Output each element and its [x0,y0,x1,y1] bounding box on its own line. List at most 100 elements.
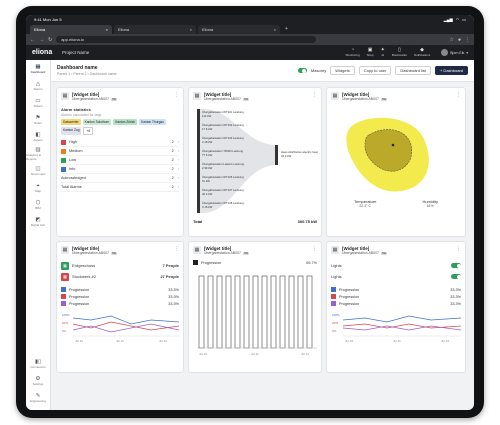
widget-menu-icon[interactable]: ⋮ [312,92,317,98]
masonry-toggle[interactable] [297,68,307,73]
widget-menu-icon[interactable]: ⋮ [456,246,461,252]
x-tick-label: Jul 12 [441,339,449,343]
tag-chip[interactable]: Kanton Zürich [113,119,138,125]
tag-chip[interactable]: Datacenter [61,119,81,125]
sidebar-item-assets[interactable]: ◧ Assets [26,128,50,145]
close-icon[interactable]: × [273,27,276,32]
progress-value: 33.3% [168,301,179,306]
step-bar [261,275,268,349]
settings-icon: ⚙ [35,375,41,382]
copy-to-user-button[interactable]: Copy to user [358,66,392,75]
topbar-notifications[interactable]: ◆ Notifications [414,48,430,58]
chevron-right-icon: › [177,158,179,162]
tab-label: Eliona [202,27,214,32]
alarm-row[interactable]: Info 2 › [61,165,179,174]
progress-value: 33.3% [450,301,461,306]
sidebar-item-smart-view[interactable]: ◫ Smart view [26,162,50,179]
progression-widget: ▦ [Widget title] Übergabestation AB007 SW… [188,241,322,373]
profile-icon[interactable]: ● [457,36,461,43]
alarm-row[interactable]: High 2 › [61,138,179,147]
tag-chip[interactable]: Kanton Thurgau [139,119,166,125]
sidebar-item-map[interactable]: ⌖ Map [26,179,50,196]
dashboard-content: Dashboard name Parent 1 › Parent 2 › Das… [51,60,474,410]
progress-row: Progression 33.3% [61,293,179,300]
alarm-row[interactable]: Medium 2 › [61,147,179,156]
close-icon[interactable]: × [105,27,108,32]
topbar-ai[interactable]: ✦ AI [381,48,385,58]
widget-menu-icon[interactable]: ⋮ [456,92,461,98]
breadcrumb[interactable]: Parent 1 › Parent 2 › Dashboard name [57,72,117,76]
widget-menu-icon[interactable]: ⋮ [174,92,179,98]
page-title: Dashboard name [57,65,98,71]
map-icon: ⌖ [36,182,40,189]
screen: 9:41 Mon Jun 5 ▂▄▆ ◠ ▭ Eliona × Eliona × E… [26,15,474,410]
dashboard-list-button[interactable]: Dashboard list [395,66,431,75]
floor-label: Stockwerk #2 [72,274,97,279]
tag-chip[interactable]: Kanton Solothurn [82,119,112,125]
step-bar [225,275,232,349]
sankey-source-value: 17.6 kW [202,127,213,131]
tag-chip-more[interactable]: +6 [83,127,94,135]
alarm-count: 2 [171,149,174,153]
browser-tab[interactable]: Eliona × [198,25,280,34]
sidebar-item-bim[interactable]: ⬡ BIM [26,196,50,213]
temperature-value: 22.4° C [359,204,372,208]
sidebar-item-tickets[interactable]: ▭ Tickets [26,94,50,111]
lights-toggle[interactable] [451,274,461,279]
alarm-row[interactable]: Acknowledged 2 › [61,174,179,183]
sidebar-item-rules[interactable]: ⚑ Rules [26,111,50,128]
new-tab-icon[interactable]: + [285,26,288,32]
browser-tab[interactable]: Eliona × [30,25,112,34]
add-dashboard-button[interactable]: + Dashboard [434,66,468,75]
bim-icon: ⬡ [35,199,41,206]
sidebar: ▦ Dashboard △ Alarms ▭ Tickets ⚑ Rules ◧ Asse… [26,60,51,410]
widget-menu-icon[interactable]: ⋮ [174,246,179,252]
step-chart: Jul 10 Jul 11 Jul 12 [197,275,317,356]
browser-tab[interactable]: Eliona × [114,25,196,34]
widget-tag: SW [110,97,118,101]
project-name[interactable]: Project Name [62,50,90,55]
user-menu[interactable]: Bjorn Eik ▾ [441,49,468,56]
sidebar-item-engineering[interactable]: ✎ Engineering [26,389,50,406]
legend-swatch [193,260,198,265]
reload-icon[interactable]: ↻ [48,36,53,43]
step-bar [207,275,214,349]
forward-icon[interactable]: → [39,36,44,43]
sidebar-item-settings[interactable]: ⚙ Settings [26,372,50,389]
avatar [441,49,449,56]
sidebar-item-label: Engineering [29,398,46,403]
tag-chip[interactable]: Kanton Zug [61,127,82,135]
star-icon[interactable]: ☆ [449,36,454,43]
sidebar-item-label: Map [35,188,41,193]
sidebar-item-connectors[interactable]: ▮▯ Connectors [26,355,50,372]
url-input[interactable]: app.eliona.io [56,36,317,43]
topbar-bookmarks[interactable]: ▯ Bookmarks [392,48,407,58]
back-icon[interactable]: ← [30,36,35,43]
progress-value: 33.3% [168,287,179,292]
alarm-row[interactable]: Total Alarms 2 › [61,183,179,192]
widget-menu-icon[interactable]: ⋮ [312,246,317,252]
alarm-row[interactable]: Low 2 › [61,156,179,165]
lights-toggle[interactable] [451,263,461,268]
topbar-shop[interactable]: ▣ Shop [367,48,374,58]
eliona-logo[interactable]: eliona [32,49,53,56]
sidebar-item-dashboard[interactable]: ▦ Dashboard [26,60,50,77]
widget-icon: ▦ [193,92,201,100]
trend-line [342,315,462,323]
progress-row: Progression 33.3% [331,286,461,293]
widgets-button[interactable]: Widgets [330,66,355,75]
occupancy-widget: ▦ [Widget title] Übergabestation AB007 SW… [56,241,184,373]
topbar-monitoring[interactable]: ◔ Monitoring [346,48,360,58]
sidebar-item-digital-twin[interactable]: ◩ Digital twin [26,213,50,230]
close-icon[interactable]: × [189,27,192,32]
menu-icon[interactable]: ⋮ [465,36,470,43]
sidebar-item-label: Settings [32,381,44,386]
sidebar-item-alarms[interactable]: △ Alarms [26,77,50,94]
floorplan-widget: ▦ [Widget title] Übergabestation AB007 SW… [326,87,466,237]
sidebar-item-analytics[interactable]: ▥ Analytics & Reports [26,145,50,162]
step-bar [243,275,250,349]
x-tick-label: Jul 11 [251,352,259,356]
sidebar-item-label: Alarms [33,86,43,91]
tab-label: Eliona [34,27,46,32]
sensor-marker-icon[interactable] [391,143,395,147]
